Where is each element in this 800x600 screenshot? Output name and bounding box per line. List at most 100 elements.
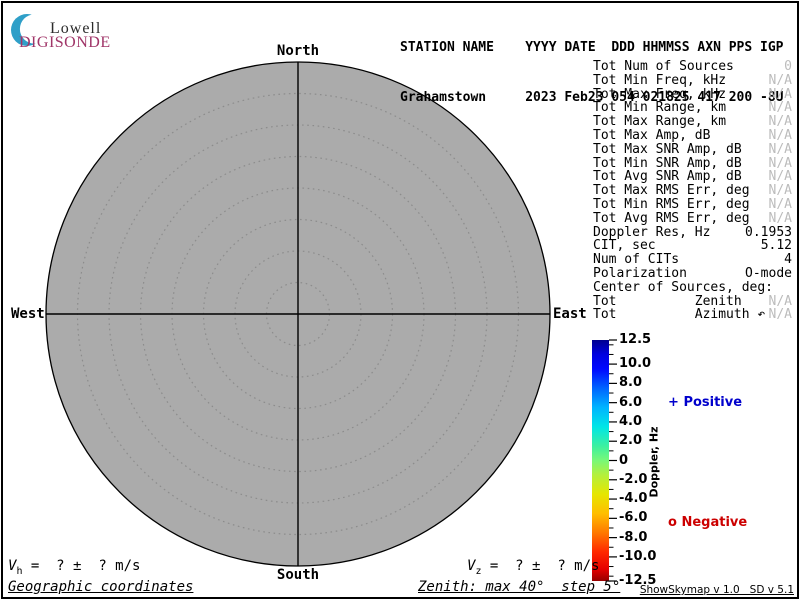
stat-label: Tot Azimuth ↶ (593, 307, 766, 323)
stat-label: Tot Max Freq, kHz (593, 86, 727, 102)
version-label: ShowSkymap v 1.0 SD v 5.1 (639, 584, 794, 596)
legend-negative: o Negative (668, 515, 747, 530)
colorbar-tick-label: 12.5 (619, 332, 652, 348)
colorbar-tick-label: -6.0 (619, 510, 648, 526)
colorbar-gradient (592, 340, 609, 581)
header-values-line: Grahamstown 2023 Feb23 054 021825 417 20… (400, 89, 784, 105)
colorbar-tick-label: -12.5 (619, 573, 657, 589)
stat-label: Tot Avg RMS Err, deg (593, 210, 750, 226)
stat-row: Tot Min Freq, kHz N/A (593, 72, 792, 88)
stat-value: N/A (768, 169, 792, 185)
stat-row: Tot Max Freq, kHz N/A (593, 86, 792, 102)
colorbar-tick-label: 0 (619, 452, 629, 468)
stat-value: 4 (784, 252, 792, 268)
stat-value: N/A (768, 210, 792, 226)
stat-row: CIT, sec 5.12 (593, 239, 792, 253)
vh-symbol: V (8, 558, 17, 574)
stat-value: 0.1953 (745, 224, 792, 240)
stats-panel: Tot Num of Sources 0 Tot Min Freq, kHz N/A T… (593, 60, 792, 322)
stat-value: N/A (768, 100, 792, 116)
stat-label: CIT, sec (593, 238, 656, 254)
zenith-range-note: Zenith: max 40° step 5° (418, 579, 621, 595)
stat-row: Tot Max Range, km N/A (593, 115, 792, 129)
stat-label: Tot Zenith (593, 293, 742, 309)
stat-label: Tot Avg SNR Amp, dB (593, 169, 742, 185)
stat-label: Num of CITs (593, 252, 680, 268)
legend-positive: + Positive (668, 395, 742, 410)
stat-value: N/A (768, 196, 792, 212)
stat-row: Center of Sources, deg: (593, 279, 792, 295)
stat-row: Tot Min RMS Err, deg N/A (593, 198, 792, 212)
stat-label: Tot Max Amp, dB (593, 127, 711, 143)
stat-label: Center of Sources, deg: (593, 279, 774, 295)
logo-digisonde-text: DIGISONDE (19, 34, 111, 51)
vh-velocity-readout: Vh = ? ± ? m/s (8, 558, 140, 577)
stat-value: N/A (768, 72, 792, 88)
doppler-axis-label: Doppler, Hz (647, 426, 661, 498)
stat-label: Tot Min RMS Err, deg (593, 196, 750, 212)
stat-row: Tot Avg SNR Amp, dB N/A (593, 170, 792, 184)
vh-value: = ? ± ? m/s (22, 558, 141, 574)
stat-row: Tot Zenith N/A (593, 293, 792, 309)
stat-value: O-mode (745, 265, 792, 281)
positive-label: Positive (683, 395, 743, 410)
colorbar-tick-label: -8.0 (619, 529, 648, 545)
colorbar-tick-label: 10.0 (619, 356, 652, 372)
colorbar-tick-label: -2.0 (619, 471, 648, 487)
stat-value: 0 (784, 59, 792, 74)
stat-label: Tot Max RMS Err, deg (593, 183, 750, 199)
header-block: STATION NAME YYYY DATE DDD HHMMSS AXN PP… (400, 7, 784, 139)
stat-label: Tot Max SNR Amp, dB (593, 141, 742, 157)
stat-value: N/A (768, 293, 792, 309)
coordinates-note: Geographic coordinates (8, 579, 194, 595)
vz-value: = ? ± ? m/s (481, 558, 600, 574)
stat-label: Doppler Res, Hz (593, 224, 711, 240)
colorbar-tick-label: 4.0 (619, 414, 643, 430)
vz-symbol: V (467, 558, 476, 574)
stat-row: Doppler Res, Hz 0.1953 (593, 224, 792, 240)
stat-label: Tot Min Freq, kHz (593, 72, 727, 88)
stat-value: N/A (768, 307, 792, 323)
stat-row: Polarization O-mode (593, 267, 792, 281)
negative-marker: o (668, 515, 677, 530)
compass-label-west: West (11, 306, 45, 322)
stat-row: Tot Num of Sources 0 (593, 60, 792, 74)
stat-value: N/A (768, 127, 792, 143)
vz-velocity-readout: Vz = ? ± ? m/s (467, 558, 599, 577)
stat-value: N/A (768, 183, 792, 199)
stat-row: Tot Avg RMS Err, deg N/A (593, 210, 792, 226)
stat-row: Tot Max SNR Amp, dB N/A (593, 141, 792, 157)
stat-row: Num of CITs 4 (593, 253, 792, 267)
colorbar-tick-label: 2.0 (619, 433, 643, 449)
compass-label-south: South (276, 567, 320, 583)
stat-row: Tot Max Amp, dB N/A (593, 129, 792, 143)
colorbar-tick-label: -10.0 (619, 549, 657, 565)
stat-row: Tot Azimuth ↶ N/A (593, 308, 792, 322)
logo-lowell-text: Lowell (50, 20, 102, 37)
stat-label: Tot Min SNR Amp, dB (593, 155, 742, 171)
lowell-digisonde-logo: Lowell DIGISONDE (10, 8, 240, 52)
crescent-icon (11, 14, 44, 46)
header-labels-line: STATION NAME YYYY DATE DDD HHMMSS AXN PP… (400, 40, 784, 55)
stat-label: Polarization (593, 265, 687, 281)
colorbar-tick-label: -4.0 (619, 491, 648, 507)
colorbar-tick-label: 8.0 (619, 375, 643, 391)
colorbar-tick-label: 6.0 (619, 394, 643, 410)
stat-value: N/A (768, 114, 792, 130)
compass-label-north: North (276, 43, 320, 59)
stat-value: 5.12 (760, 238, 792, 254)
positive-marker: + (668, 395, 679, 410)
stat-value: N/A (768, 86, 792, 102)
stat-value: N/A (768, 155, 792, 171)
vz-subscript: z (475, 565, 482, 577)
stat-row: Tot Min Range, km N/A (593, 101, 792, 115)
stat-row: Tot Max RMS Err, deg N/A (593, 184, 792, 198)
compass-label-east: East (553, 306, 587, 322)
stat-label: Tot Min Range, km (593, 100, 727, 116)
stat-value: N/A (768, 141, 792, 157)
negative-label: Negative (681, 515, 748, 530)
stat-label: Tot Num of Sources (593, 59, 734, 74)
colorbar-ticks (609, 339, 617, 582)
stat-row: Tot Min SNR Amp, dB N/A (593, 155, 792, 171)
